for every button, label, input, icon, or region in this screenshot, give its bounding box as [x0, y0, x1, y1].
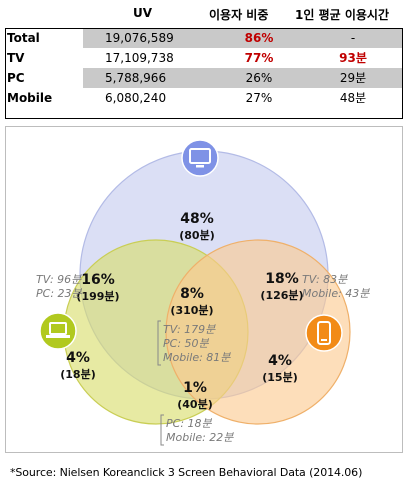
time-value: 29분: [303, 68, 403, 88]
source-note: *Source: Nielsen Koreanclick 3 Screen Be…: [10, 466, 362, 479]
region-time: (40분): [177, 398, 212, 411]
region-breakdown-line: Mobile: 22분: [166, 431, 234, 444]
region-percent: 8%: [180, 286, 204, 302]
table-row: Mobile 6,080,240 27% 48분: [5, 88, 403, 108]
table-header: UV 이용자 비중 1인 평균 이용시간: [5, 0, 403, 28]
row-label: Mobile: [5, 88, 83, 108]
share-value: 77%: [215, 48, 303, 68]
region-time: (18분): [60, 368, 95, 381]
header-time: 1인 평균 이용시간: [295, 6, 389, 23]
region-breakdown-line: TV: 179분: [163, 323, 216, 336]
row-label: Total: [5, 28, 83, 48]
table-left-rule: [5, 28, 6, 119]
table-row: PC 5,788,966 26% 29분: [5, 68, 403, 88]
region-time: (80분): [179, 229, 214, 242]
share-value: 27%: [215, 88, 303, 108]
uv-value: 5,788,966: [83, 68, 215, 88]
row-label: TV: [5, 48, 83, 68]
venn-panel: 48% (80분) 16% (199분) TV: 96분 PC: 23분 18% (126분)…: [5, 126, 403, 453]
laptop-icon: [40, 313, 76, 349]
region-percent: 4%: [268, 353, 292, 369]
share-value: 26%: [215, 68, 303, 88]
uv-value: 17,109,738: [83, 48, 215, 68]
table-right-rule: [402, 28, 403, 119]
table-bottom-rule: [5, 118, 403, 119]
table-row: TV 17,109,738 77% 93분: [5, 48, 403, 68]
uv-value: 19,076,589: [83, 28, 215, 48]
time-value: -: [303, 28, 403, 48]
share-value: 86%: [215, 28, 303, 48]
time-value: 48분: [303, 88, 403, 108]
region-time: (15분): [262, 371, 297, 384]
uv-value: 6,080,240: [83, 88, 215, 108]
region-percent: 4%: [66, 350, 90, 366]
region-breakdown-line: TV: 83분: [302, 273, 348, 286]
region-time: (310분): [170, 304, 213, 317]
header-uv: UV: [133, 6, 152, 20]
summary-table: UV 이용자 비중 1인 평균 이용시간 Total 19,076,589 86…: [5, 0, 403, 108]
region-breakdown-line: Mobile: 43분: [302, 287, 370, 300]
region-breakdown-line: Mobile: 81분: [163, 351, 231, 364]
region-breakdown-line: PC: 18분: [166, 417, 213, 430]
smartphone-icon: [306, 315, 342, 351]
region-breakdown-line: PC: 23분: [36, 287, 83, 300]
tv-icon: [182, 140, 218, 176]
region-breakdown-line: TV: 96분: [36, 273, 82, 286]
region-time: (126분): [260, 289, 303, 302]
header-share: 이용자 비중: [209, 6, 268, 23]
region-time: (199분): [76, 290, 119, 303]
table-row: Total 19,076,589 86% -: [5, 28, 403, 48]
venn-region-tv: 48% (80분): [179, 211, 214, 242]
region-percent: 16%: [81, 272, 115, 288]
table-top-rule: [5, 28, 403, 29]
time-value: 93분: [303, 48, 403, 68]
region-breakdown-line: PC: 50분: [163, 337, 210, 350]
region-percent: 48%: [180, 211, 214, 227]
row-label: PC: [5, 68, 83, 88]
region-percent: 18%: [265, 271, 299, 287]
region-percent: 1%: [183, 380, 207, 396]
